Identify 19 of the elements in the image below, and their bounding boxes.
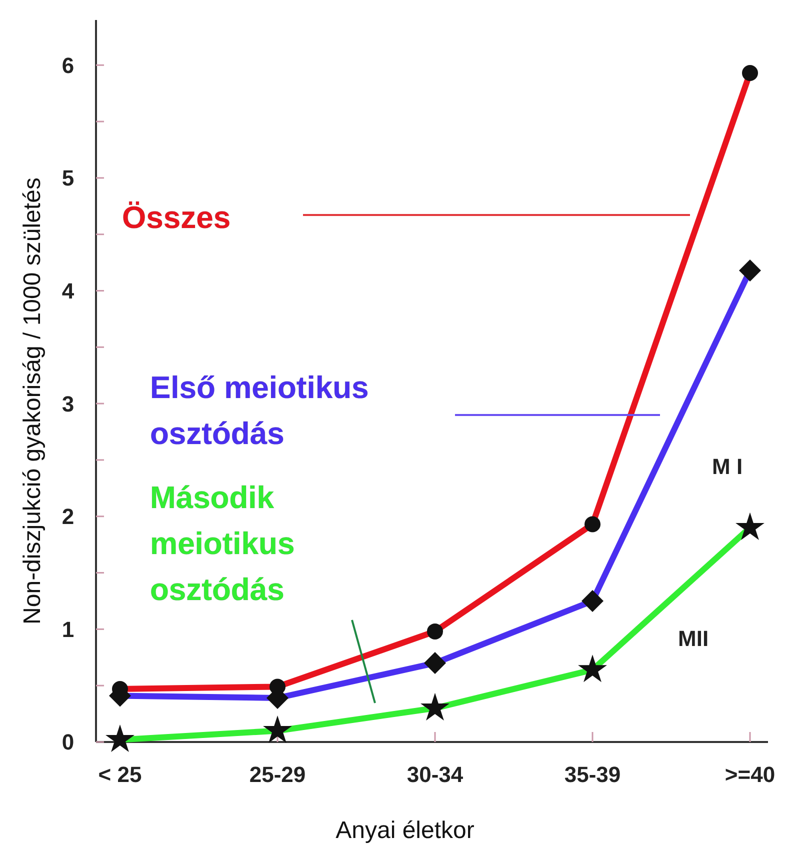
y-tick-label: 0 [62,730,74,755]
text: Második meiotikus osztódás [150,480,295,607]
x-tick-label: 35-39 [564,762,621,787]
x-tick-label: 25-29 [249,762,306,787]
x-axis-title: Anyai életkor [336,817,474,844]
text: Összes [122,200,231,235]
text: Első meiotikus osztódás [150,370,369,451]
x-tick-label: < 25 [98,762,142,787]
y-tick-label: 4 [62,278,75,304]
y-tick-label: 2 [62,504,74,530]
y-axis-title: Non-diszjukció gyakoriság / 1000 születés [19,178,46,624]
annotation: M I [712,454,743,479]
y-tick-label: 1 [62,616,74,642]
x-tick-label: >=40 [724,762,776,787]
y-tick-label: 5 [62,166,74,191]
x-tick-label: 30-34 [406,762,464,787]
y-tick-label: 6 [62,52,74,78]
annotation: MII [678,626,709,651]
y-tick-label: 3 [62,391,74,416]
